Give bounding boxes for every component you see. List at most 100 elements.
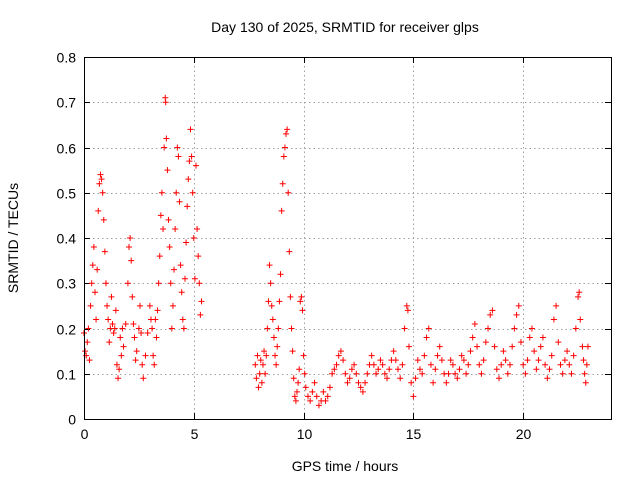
data-point [185,176,192,183]
data-point [112,307,119,314]
data-point [277,271,284,278]
data-point [443,379,450,386]
data-point [557,361,564,368]
data-point [108,293,115,300]
data-point [177,262,184,269]
data-point [173,189,180,196]
data-point [182,275,189,282]
data-point [89,262,96,269]
data-point [162,99,169,106]
data-point [373,370,380,377]
data-point [101,248,108,255]
data-point [379,361,386,368]
data-point [434,352,441,359]
data-point [184,203,191,210]
y-tick-label: 0.2 [57,322,77,338]
data-point [283,130,290,137]
data-point [395,366,402,373]
data-point [458,352,465,359]
data-point [337,348,344,355]
data-point [449,361,456,368]
data-point [460,357,467,364]
grid-layer [84,57,611,419]
data-point [167,280,174,287]
data-point [548,352,555,359]
data-point [136,302,143,309]
data-point [526,334,533,341]
y-tick-label: 0.1 [57,367,77,383]
data-point [520,361,527,368]
data-point [454,375,461,382]
data-point [290,375,297,382]
data-point [150,352,157,359]
data-point [285,189,292,196]
data-point [482,339,489,346]
data-point [436,343,443,350]
y-tick-label: 0 [68,412,76,428]
data-point [278,207,285,214]
data-point [192,162,199,169]
data-point [130,320,137,327]
data-point [445,370,452,377]
data-point [533,366,540,373]
data-point [95,207,102,214]
data-point [425,325,432,332]
data-point [86,357,93,364]
data-point [432,366,439,373]
data-point [254,352,261,359]
data-point [340,357,347,364]
data-point [456,366,463,373]
data-point [469,334,476,341]
data-point [500,348,507,355]
data-point [504,370,511,377]
data-point [496,375,503,382]
data-point [478,370,485,377]
data-point [583,361,590,368]
data-point [153,334,160,341]
data-point [408,379,415,386]
data-point [355,379,362,386]
data-point [531,348,538,355]
data-point [502,357,509,364]
data-point [480,357,487,364]
data-point [390,348,397,355]
data-point [174,144,181,151]
data-point [357,384,364,391]
x-tick-label: 15 [406,426,422,442]
x-tick-label: 10 [297,426,313,442]
data-point [348,366,355,373]
data-point [506,361,513,368]
data-point [392,357,399,364]
data-point [85,325,92,332]
data-point [253,375,260,382]
data-point [297,298,304,305]
data-point [509,343,516,350]
data-point [117,334,124,341]
data-point [511,325,518,332]
data-point [313,393,320,400]
data-point [110,330,117,337]
data-point [342,370,349,377]
data-point [269,316,276,323]
data-point [544,375,551,382]
data-point [189,189,196,196]
data-point [430,379,437,386]
data-point [281,144,288,151]
data-point [133,348,140,355]
data-point [128,257,135,264]
data-point [465,361,472,368]
data-point [476,361,483,368]
data-point [270,334,277,341]
data-point [97,171,104,178]
data-point [275,325,282,332]
data-point [364,370,371,377]
data-point [198,298,205,305]
data-point [161,144,168,151]
data-point [139,361,146,368]
data-point [582,379,589,386]
data-point [292,397,299,404]
data-point [335,352,342,359]
data-point [485,325,492,332]
data-point [386,366,393,373]
data-point [447,357,454,364]
